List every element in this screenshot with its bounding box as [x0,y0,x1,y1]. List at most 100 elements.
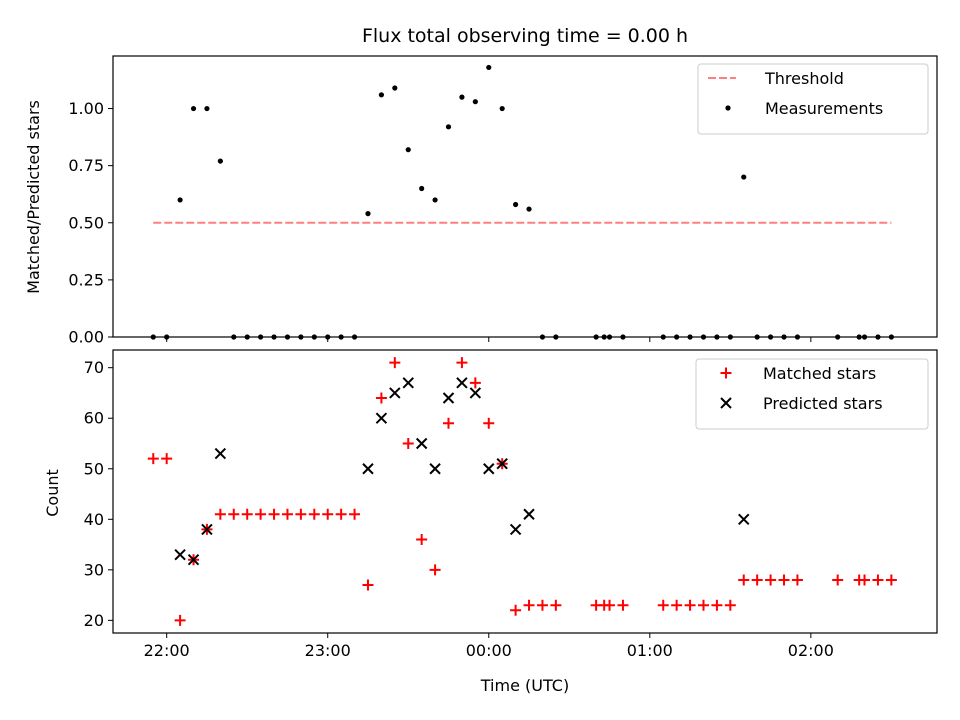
bottom-x-ticks: 22:00 23:00 00:00 01:00 02:00 [144,633,834,660]
y-tick-label: 20 [84,611,104,630]
measurement-point [419,185,425,192]
matched-star-point [671,599,683,611]
predicted-star-point [402,377,414,389]
matched-star-point [684,599,696,611]
predicted-star-point [214,447,227,460]
matched-star-point [724,599,736,611]
matched-star-point [523,599,535,611]
matched-star-point [832,574,844,586]
matched-star-point [362,579,374,591]
matched-star-point [697,599,709,611]
bottom-y-ticks: 20 30 40 50 60 70 [84,358,113,630]
matched-star-point [402,437,414,449]
measurement-point [217,158,223,164]
measurement-point [472,99,478,105]
measurement-point [459,94,465,100]
predicted-star-point [483,463,495,475]
measurement-point [190,105,197,112]
measurement-point [526,206,532,212]
predicted-star-point [389,387,401,399]
x-tick-label: 22:00 [144,641,190,660]
measurement-point [741,174,747,180]
y-tick-label: 0.50 [68,213,104,232]
y-tick-label: 0.00 [68,328,104,347]
x-axis-label: Time (UTC) [480,676,569,695]
predicted-star-point [415,437,428,450]
x-tick-label: 23:00 [305,641,351,660]
predicted-star-point [375,412,388,424]
matched-star-point [268,508,280,520]
measurement-point [204,105,210,112]
matched-star-point [617,599,629,611]
measurement-point [513,201,519,208]
bottom-panel: Count 20 30 40 50 60 70 22:00 23:00 00:00 01:00 0… [43,349,938,660]
matched-star-point [657,599,669,611]
matched-star-point [255,508,267,520]
matched-star-point [174,614,186,626]
measurement-point [177,197,183,203]
legend-swatch [720,397,732,409]
matched-star-point [885,574,897,586]
predicted-star-point [174,548,186,561]
matched-star-point [872,574,884,586]
measurement-point [499,105,505,112]
predicted-star-point [187,554,200,566]
chart-title: Flux total observing time = 0.00 h [362,25,688,47]
predicted-star-point [523,508,535,520]
predicted-star-point [496,457,508,470]
matched-star-point [281,508,293,520]
y-tick-label: 1.00 [68,99,104,118]
y-tick-label: 30 [84,560,104,579]
predicted-star-point [509,523,522,536]
bottom-legend: Matched stars Predicted stars [695,358,929,430]
matched-star-point [375,392,387,404]
matched-star-point [778,574,790,586]
matched-star-point [214,508,226,520]
bottom-plot-area [147,357,897,626]
matched-star-point [536,599,548,611]
measurement-point [445,124,452,130]
matched-star-point [859,574,871,586]
legend-label: Matched stars [763,364,876,383]
y-tick-label: 50 [84,459,104,478]
matched-star-point [228,508,240,520]
legend-box [695,358,929,430]
measurement-point [378,92,385,98]
legend-label: Predicted stars [763,394,883,413]
measurement-point [405,147,411,153]
predicted-star-point [362,463,374,475]
matched-star-point [791,574,803,586]
matched-star-point [416,534,428,546]
bottom-axes-frame [112,349,938,634]
matched-star-point [443,417,455,429]
matched-star-point [335,508,347,520]
measurement-point [392,85,398,91]
top-axes-frame [112,55,938,338]
matched-star-point [483,417,495,429]
matched-star-point [604,599,616,611]
legend-swatch [725,105,731,111]
y-tick-label: 0.25 [68,270,104,289]
matched-star-point [711,599,723,611]
x-tick-label: 01:00 [627,641,673,660]
matched-star-point [550,599,562,611]
top-y-axis-label: Matched/Predicted stars [24,100,43,294]
matched-star-point [308,508,320,520]
measurement-point [432,197,438,203]
y-tick-label: 60 [84,409,104,428]
matched-star-point [349,508,361,520]
matched-star-point [751,574,763,586]
matched-star-point [456,357,468,369]
top-y-ticks: 0.00 0.25 0.50 0.75 1.00 [68,99,113,347]
predicted-star-point [429,463,441,475]
matched-star-point [295,508,307,520]
x-tick-label: 02:00 [788,641,834,660]
top-panel: Matched/Predicted stars 0.00 0.25 0.50 0.75… [24,55,938,347]
matched-star-point [469,377,481,389]
y-tick-label: 0.75 [68,156,104,175]
predicted-star-point [469,387,482,399]
predicted-star-point [738,513,750,526]
predicted-star-point [442,392,455,404]
matched-star-point [389,357,401,369]
